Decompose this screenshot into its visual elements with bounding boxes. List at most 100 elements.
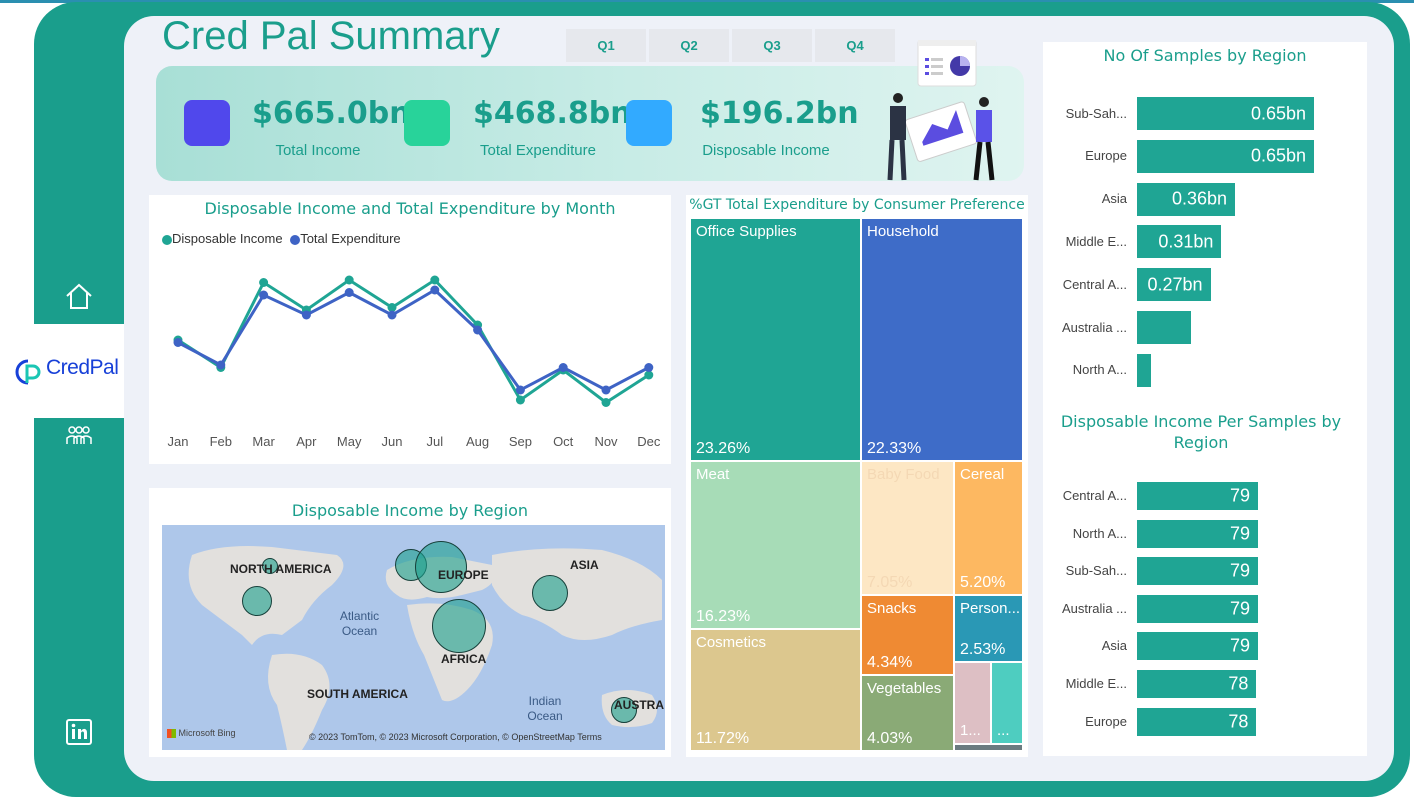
data-point[interactable] — [301, 310, 311, 320]
bar[interactable]: 79 — [1137, 632, 1258, 661]
quarter-button-q2[interactable]: Q2 — [649, 29, 729, 62]
bar-category-label: Australia ... — [1061, 600, 1127, 616]
line-chart-legend: Disposable Income Total Expenditure — [162, 231, 401, 246]
data-point[interactable] — [344, 275, 354, 285]
bar[interactable]: 79 — [1137, 594, 1258, 623]
data-point[interactable] — [601, 385, 611, 395]
data-point[interactable] — [430, 285, 440, 295]
treemap-cell[interactable]: Person... 2.53% — [955, 596, 1024, 663]
x-tick-label: Feb — [209, 434, 232, 449]
bar[interactable]: 0.27bn — [1137, 268, 1211, 302]
data-point[interactable] — [216, 360, 226, 370]
treemap-cell-value: 11.72% — [696, 730, 750, 747]
map-bubble[interactable] — [415, 541, 467, 593]
data-point[interactable] — [259, 290, 269, 300]
bar-category-label: Asia — [1101, 191, 1127, 207]
x-tick-label: Sep — [508, 434, 532, 449]
x-tick-label: Dec — [637, 434, 661, 449]
bar[interactable]: 78 — [1137, 670, 1257, 698]
data-point[interactable] — [430, 275, 440, 285]
treemap-cell[interactable]: Household 22.33% — [862, 219, 1024, 462]
treemap-cell-label: Snacks — [867, 600, 917, 617]
treemap-cell[interactable]: Meat 16.23% — [691, 462, 862, 630]
data-point[interactable] — [644, 370, 654, 380]
linkedin-icon[interactable] — [64, 717, 94, 747]
bar[interactable]: 78 — [1137, 707, 1257, 736]
bar[interactable]: 0.36bn — [1137, 182, 1236, 216]
legend-dot-disposable — [162, 234, 172, 245]
treemap-cell-label: Cereal — [960, 466, 1005, 483]
bar-category-label: Sub-Sah... — [1065, 105, 1127, 121]
map-bubble[interactable] — [432, 599, 486, 653]
bar-value-label: 79 — [1229, 598, 1250, 619]
treemap-cell-label: Vegetables — [867, 680, 942, 697]
data-point[interactable] — [173, 338, 183, 347]
samples-by-region-title: No Of Samples by Region — [1103, 46, 1307, 65]
kpi-total-expenditure-value: $468.8bn — [473, 96, 632, 131]
treemap-cell-label: Meat — [696, 466, 730, 483]
treemap-cell[interactable]: Snacks 4.34% — [862, 596, 955, 676]
bar[interactable]: 0.65bn — [1137, 139, 1314, 173]
treemap-cell[interactable]: Office Supplies 23.26% — [691, 219, 862, 462]
bar[interactable] — [1137, 353, 1151, 387]
data-point[interactable] — [644, 363, 654, 372]
treemap-cell[interactable]: ... — [992, 663, 1024, 745]
x-tick-label: Jun — [381, 434, 403, 449]
treemap-cell-label: Cosmetics — [696, 634, 767, 651]
treemap-cell[interactable]: 1... — [955, 663, 992, 745]
quarter-button-q3[interactable]: Q3 — [732, 29, 812, 62]
bar-category-label: Europe — [1085, 148, 1127, 164]
income-per-sample-title: Disposable Income Per Samples by Region — [1060, 412, 1342, 452]
treemap-cell[interactable]: Baby Food 7.05% — [862, 462, 955, 596]
bing-text: Microsoft Bing — [178, 728, 236, 738]
data-point[interactable] — [515, 395, 525, 405]
bar-value-label: 0.36bn — [1171, 188, 1228, 209]
map-attribution[interactable]: © 2023 TomTom, © 2023 Microsoft Corporat… — [309, 732, 602, 742]
people-icon[interactable] — [64, 422, 94, 452]
map-title: Disposable Income by Region — [291, 501, 529, 520]
series-line-disposable-income — [177, 278, 650, 405]
bar[interactable]: 79 — [1137, 482, 1258, 510]
bar[interactable]: 0.31bn — [1137, 225, 1222, 259]
data-point[interactable] — [515, 385, 525, 395]
bar-category-label: Sub-Sah... — [1065, 563, 1127, 579]
bar[interactable] — [1137, 311, 1192, 344]
bar[interactable]: 79 — [1137, 557, 1258, 586]
map-bubble[interactable] — [242, 586, 272, 616]
data-point[interactable] — [601, 398, 611, 407]
treemap-cell[interactable]: Cereal 5.20% — [955, 462, 1024, 596]
treemap-cell-value: 4.03% — [867, 730, 913, 747]
map-bubble[interactable] — [262, 558, 278, 574]
x-tick-label: Jul — [426, 434, 444, 449]
treemap-cell[interactable] — [955, 745, 1024, 752]
map-bubble[interactable] — [532, 575, 568, 611]
map-label-europe: EUROPE — [438, 568, 489, 582]
data-point[interactable] — [344, 288, 354, 297]
top-border — [0, 0, 1414, 3]
map-bubble[interactable] — [611, 697, 637, 723]
bar[interactable]: 0.65bn — [1137, 97, 1314, 130]
quarter-button-q4[interactable]: Q4 — [815, 29, 895, 62]
treemap-cell-label: Office Supplies — [696, 223, 797, 240]
bar-category-label: Middle E... — [1065, 233, 1127, 249]
line-chart-plot — [173, 275, 654, 407]
region-map[interactable]: NORTH AMERICA EUROPE ASIA AFRICA SOUTH A… — [162, 525, 665, 750]
treemap-cell[interactable]: Vegetables 4.03% — [862, 676, 955, 752]
data-point[interactable] — [259, 278, 269, 287]
data-point[interactable] — [558, 363, 568, 372]
bar[interactable]: 79 — [1137, 519, 1258, 548]
map-label-indian: Indian Ocean — [527, 694, 563, 723]
data-point[interactable] — [387, 303, 397, 312]
bar-category-label: Central A... — [1062, 488, 1127, 503]
treemap-plot: Office Supplies 23.26% Household 22.33% Meat… — [691, 219, 1024, 752]
data-point[interactable] — [387, 310, 397, 320]
treemap-cell-label: Person... — [960, 600, 1021, 617]
bar-value-label: 0.27bn — [1147, 274, 1203, 295]
data-point[interactable] — [473, 325, 483, 335]
treemap-cell[interactable]: Cosmetics 11.72% — [691, 630, 862, 752]
quarter-button-q1[interactable]: Q1 — [566, 29, 646, 62]
map-label-north-america: NORTH AMERICA — [230, 562, 332, 576]
home-icon[interactable] — [64, 281, 94, 311]
bar-category-label: Middle E... — [1065, 676, 1127, 691]
map-label-south-america: SOUTH AMERICA — [307, 687, 408, 701]
